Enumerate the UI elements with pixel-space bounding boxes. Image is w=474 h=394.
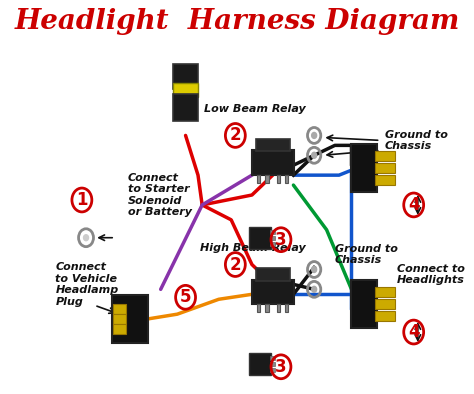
FancyBboxPatch shape [265,175,269,183]
FancyBboxPatch shape [249,227,271,249]
Text: Ground to
Chassis: Ground to Chassis [385,130,447,151]
FancyBboxPatch shape [257,304,260,312]
Text: Connect
to Vehicle
Headlamp
Plug: Connect to Vehicle Headlamp Plug [55,262,118,307]
FancyBboxPatch shape [173,83,198,97]
Circle shape [312,286,317,292]
Circle shape [83,235,89,241]
FancyBboxPatch shape [112,295,148,343]
FancyBboxPatch shape [285,175,289,183]
FancyBboxPatch shape [285,304,289,312]
FancyBboxPatch shape [249,353,271,375]
FancyBboxPatch shape [173,65,199,89]
FancyBboxPatch shape [351,281,377,328]
FancyBboxPatch shape [270,362,275,366]
Text: 1: 1 [76,191,88,209]
FancyBboxPatch shape [255,268,290,281]
FancyBboxPatch shape [270,236,275,240]
Text: 4: 4 [408,323,419,341]
FancyBboxPatch shape [257,175,260,183]
FancyBboxPatch shape [375,311,395,321]
Circle shape [312,152,317,158]
Text: 3: 3 [275,231,287,249]
Text: High Beam Relay: High Beam Relay [200,243,306,253]
Text: 3: 3 [275,358,287,376]
Text: Headlight  Harness Diagram: Headlight Harness Diagram [14,8,460,35]
Text: Connect to
Headlights: Connect to Headlights [397,264,465,285]
FancyBboxPatch shape [351,144,377,192]
Text: 2: 2 [229,256,241,273]
Text: Ground to
Chassis: Ground to Chassis [335,244,398,266]
FancyBboxPatch shape [112,304,126,314]
Circle shape [312,266,317,273]
Text: 5: 5 [180,288,191,306]
Text: 2: 2 [229,126,241,145]
FancyBboxPatch shape [173,94,199,121]
Circle shape [312,132,317,138]
FancyBboxPatch shape [252,151,294,175]
Text: 4: 4 [408,196,419,214]
FancyBboxPatch shape [375,287,395,297]
FancyBboxPatch shape [265,304,269,312]
FancyBboxPatch shape [270,368,275,372]
FancyBboxPatch shape [375,175,395,185]
FancyBboxPatch shape [270,230,275,234]
FancyBboxPatch shape [277,175,280,183]
Text: Low Beam Relay: Low Beam Relay [203,104,305,113]
FancyBboxPatch shape [375,299,395,309]
FancyBboxPatch shape [277,304,280,312]
FancyBboxPatch shape [112,314,126,324]
FancyBboxPatch shape [255,139,290,151]
FancyBboxPatch shape [252,279,294,304]
FancyBboxPatch shape [112,324,126,334]
Text: Connect
to Starter
Solenoid
or Battery: Connect to Starter Solenoid or Battery [128,173,191,217]
FancyBboxPatch shape [375,151,395,161]
FancyBboxPatch shape [270,242,275,245]
FancyBboxPatch shape [270,356,275,360]
FancyBboxPatch shape [375,163,395,173]
